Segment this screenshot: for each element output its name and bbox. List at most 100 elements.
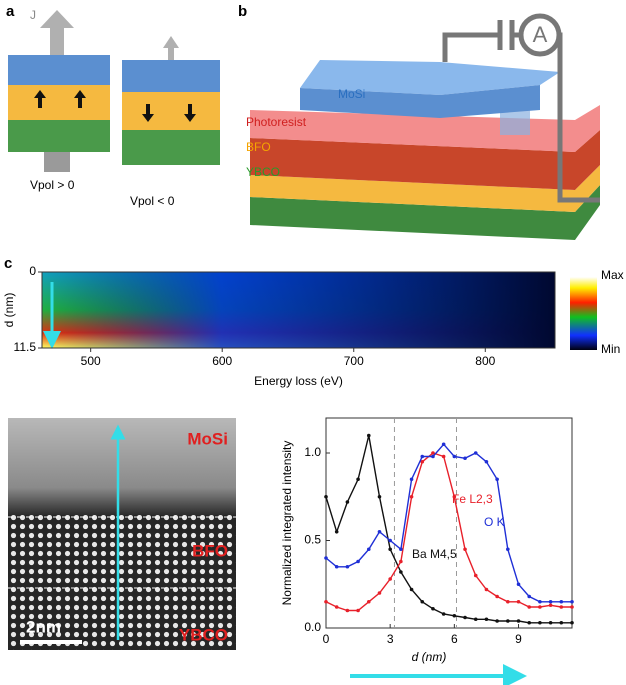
layer-label: YBCO: [246, 165, 280, 179]
heatmap: [42, 272, 597, 350]
layer-bottom: [122, 130, 220, 165]
data-point: [452, 613, 457, 618]
data-point: [345, 564, 350, 569]
data-point: [452, 454, 457, 459]
data-point: [356, 477, 360, 482]
cylinder: [44, 150, 70, 172]
data-point: [463, 456, 467, 461]
series-label: Ba M4,5: [412, 547, 457, 561]
panel-label: a: [6, 3, 15, 20]
data-point: [527, 594, 532, 599]
y-tick-label: 1.0: [304, 445, 321, 459]
layer-label: MoSi: [338, 87, 365, 101]
mosi: [300, 85, 540, 118]
x-tick-label: 6: [451, 632, 458, 646]
data-point: [484, 459, 489, 464]
plot-frame: [325, 417, 573, 629]
layer-label: YBCO: [179, 625, 228, 644]
data-point: [506, 599, 510, 604]
layer-top: [122, 60, 220, 92]
data-point: [463, 615, 467, 620]
layer-mid: [8, 85, 110, 120]
data-point: [559, 605, 564, 609]
series-label: Fe L2,3: [452, 492, 493, 506]
data-point: [345, 500, 350, 504]
data-point: [377, 591, 382, 595]
x-tick-label: 3: [387, 632, 394, 646]
current-label: J: [30, 8, 36, 22]
data-point: [484, 617, 489, 622]
photoresist: [250, 105, 600, 152]
data-point: [388, 538, 392, 543]
x-tick-label: 600: [212, 354, 232, 368]
pol-arrows: [34, 90, 86, 108]
series-line: [325, 443, 572, 603]
data-point: [473, 573, 478, 578]
data-point: [356, 608, 360, 613]
series-label: O K: [484, 515, 505, 529]
x-tick-label: 0: [323, 632, 330, 646]
data-point: [495, 477, 499, 482]
data-point: [377, 529, 382, 534]
current-arrow: [163, 36, 179, 60]
data-point: [548, 620, 553, 625]
data-point: [388, 547, 392, 552]
x-tick-label: 9: [515, 632, 522, 646]
colorbar: [570, 277, 597, 350]
ammeter-label: A: [533, 22, 548, 47]
data-point: [324, 494, 328, 499]
data-point: [495, 594, 499, 599]
caption: Vpol < 0: [130, 194, 175, 208]
data-point: [495, 619, 499, 623]
data-point: [420, 459, 425, 464]
layer-top: [8, 55, 110, 85]
ybco: [250, 185, 600, 240]
scale-bar: [20, 640, 82, 644]
layer-mid: [122, 92, 220, 130]
data-point: [570, 605, 574, 609]
data-point: [538, 620, 542, 625]
data-point: [506, 547, 510, 552]
data-point: [548, 599, 553, 604]
layer-label: BFO: [192, 541, 228, 560]
colorbar-label: Min: [601, 342, 620, 356]
bfo: [250, 165, 600, 212]
current-arrow: [40, 10, 74, 55]
heatmap-image: [42, 272, 555, 348]
x-axis-label: d (nm): [412, 650, 447, 664]
x-tick-label: 700: [344, 354, 364, 368]
data-point: [366, 433, 371, 438]
data-point: [463, 547, 467, 552]
data-point: [334, 529, 339, 534]
caption: Vpol > 0: [30, 178, 75, 192]
lattice: [8, 515, 236, 650]
data-point: [484, 587, 489, 592]
x-tick-label: 500: [81, 354, 101, 368]
data-point: [324, 556, 328, 560]
data-point: [559, 599, 564, 604]
data-point: [377, 494, 382, 499]
pol-arrows: [142, 104, 196, 122]
data-point: [516, 619, 521, 623]
data-point: [452, 494, 457, 499]
series-line: [325, 452, 572, 612]
y-axis-label: d (nm): [2, 293, 16, 328]
data-point: [538, 599, 542, 604]
y-tick-label: 0: [29, 264, 36, 278]
panel-label: c: [4, 255, 12, 272]
plot-frame: [41, 271, 556, 349]
colorbar-label: Max: [601, 268, 624, 282]
data-point: [366, 599, 371, 604]
data-point: [366, 547, 371, 552]
data-point: [441, 442, 446, 447]
data-point: [548, 603, 553, 608]
bfo-top: [250, 130, 600, 190]
data-point: [473, 451, 478, 455]
data-point: [473, 617, 478, 622]
data-point: [506, 619, 510, 623]
data-point: [420, 454, 425, 459]
data-point: [527, 605, 532, 609]
data-point: [538, 605, 542, 609]
layer-label: MoSi: [187, 429, 228, 448]
